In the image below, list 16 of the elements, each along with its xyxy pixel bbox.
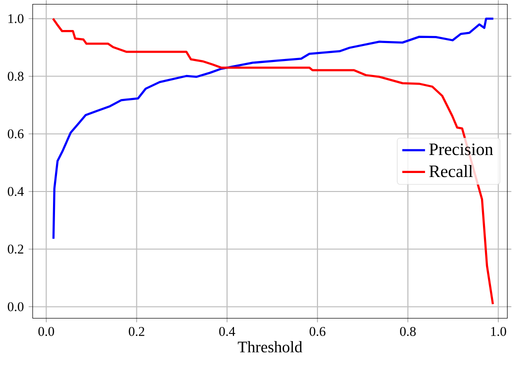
- line-series: [52, 18, 494, 240]
- x-axis-title: Threshold: [238, 341, 302, 352]
- y-tick-label: 0.4: [8, 186, 24, 196]
- legend-label: Precision: [429, 144, 494, 156]
- x-tick-label: 0.2: [128, 326, 144, 336]
- y-tick-label: 0.8: [8, 72, 24, 81]
- x-tick-label: 0.8: [400, 326, 416, 336]
- y-tick-label: 0.0: [8, 302, 24, 312]
- x-tick-label: 0.4: [219, 326, 236, 336]
- y-tick-label: 0.2: [8, 244, 24, 254]
- legend-label: Recall: [429, 164, 473, 178]
- x-tick-label: 1.0: [491, 326, 506, 336]
- x-tick-label: 0.6: [310, 326, 326, 336]
- y-tick-label: 0.6: [8, 129, 24, 138]
- x-tick-label: 0.0: [38, 326, 54, 336]
- y-tick-label: 1.0: [8, 14, 24, 24]
